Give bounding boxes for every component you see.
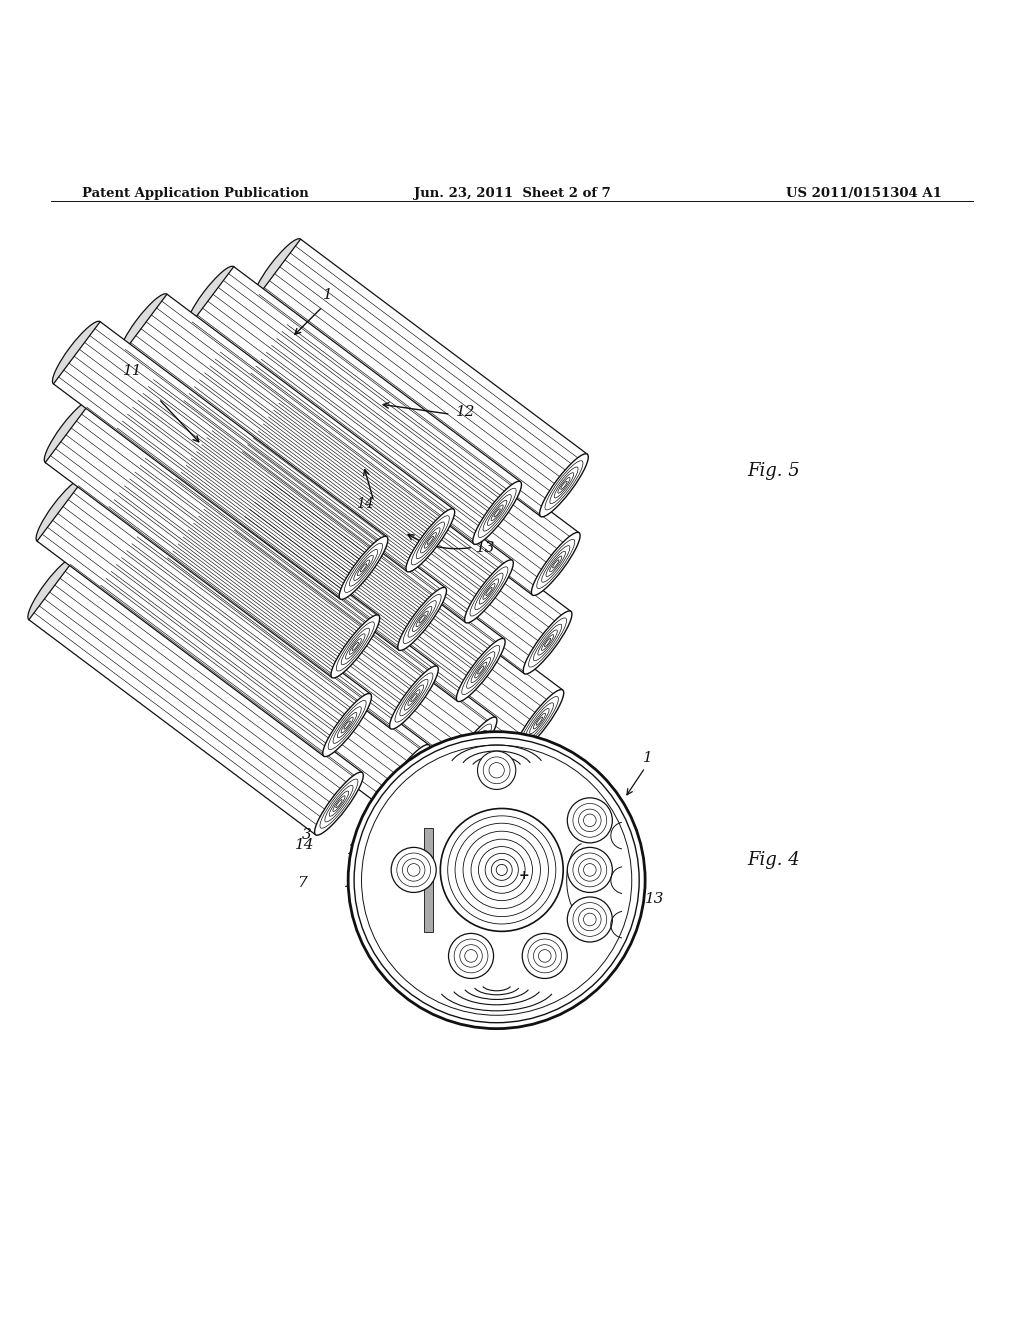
- Ellipse shape: [457, 639, 505, 702]
- Polygon shape: [179, 346, 512, 623]
- Polygon shape: [45, 400, 379, 677]
- Ellipse shape: [540, 454, 589, 517]
- Circle shape: [522, 933, 567, 978]
- Polygon shape: [120, 294, 454, 572]
- Text: 1: 1: [643, 751, 653, 766]
- Ellipse shape: [523, 611, 572, 675]
- Circle shape: [348, 731, 645, 1028]
- Ellipse shape: [381, 744, 430, 808]
- Ellipse shape: [28, 557, 77, 620]
- Ellipse shape: [397, 587, 446, 651]
- Ellipse shape: [531, 532, 581, 595]
- Text: 13: 13: [645, 892, 665, 906]
- Polygon shape: [254, 239, 588, 516]
- Ellipse shape: [36, 478, 85, 541]
- Polygon shape: [187, 267, 520, 544]
- Polygon shape: [112, 372, 445, 649]
- Text: 3: 3: [302, 828, 312, 842]
- Text: 12: 12: [456, 405, 475, 420]
- Ellipse shape: [170, 424, 218, 487]
- Ellipse shape: [339, 536, 388, 599]
- Circle shape: [477, 751, 516, 789]
- Ellipse shape: [111, 372, 160, 436]
- Text: Fig. 4: Fig. 4: [748, 850, 801, 869]
- Ellipse shape: [253, 239, 302, 302]
- Polygon shape: [53, 322, 387, 599]
- Text: 11: 11: [123, 364, 142, 379]
- Ellipse shape: [449, 717, 497, 780]
- Text: 13: 13: [476, 541, 496, 556]
- Polygon shape: [229, 475, 563, 752]
- Ellipse shape: [389, 667, 438, 729]
- Polygon shape: [163, 503, 496, 780]
- Ellipse shape: [323, 693, 372, 756]
- Circle shape: [449, 933, 494, 978]
- Polygon shape: [238, 396, 571, 673]
- Polygon shape: [103, 451, 437, 729]
- Text: Jun. 23, 2011  Sheet 2 of 7: Jun. 23, 2011 Sheet 2 of 7: [414, 187, 610, 199]
- Polygon shape: [171, 424, 504, 701]
- Text: Fig. 5: Fig. 5: [748, 462, 801, 479]
- Text: +: +: [519, 869, 529, 882]
- Text: 14: 14: [356, 498, 374, 511]
- Polygon shape: [29, 557, 362, 834]
- Circle shape: [567, 898, 612, 942]
- Ellipse shape: [515, 689, 564, 752]
- Ellipse shape: [314, 772, 364, 836]
- Ellipse shape: [465, 560, 513, 623]
- Ellipse shape: [162, 502, 210, 565]
- Circle shape: [567, 847, 612, 892]
- Ellipse shape: [186, 267, 234, 330]
- Text: 7: 7: [297, 876, 307, 890]
- Ellipse shape: [406, 508, 455, 572]
- Ellipse shape: [52, 321, 101, 384]
- Ellipse shape: [44, 400, 93, 463]
- Text: Patent Application Publication: Patent Application Publication: [82, 187, 308, 199]
- Ellipse shape: [228, 474, 278, 537]
- Ellipse shape: [473, 482, 521, 544]
- Ellipse shape: [102, 451, 152, 513]
- Ellipse shape: [237, 396, 286, 459]
- Polygon shape: [95, 529, 429, 808]
- Circle shape: [440, 808, 563, 932]
- Text: 14: 14: [295, 838, 314, 853]
- Polygon shape: [424, 828, 433, 932]
- Text: US 2011/0151304 A1: US 2011/0151304 A1: [786, 187, 942, 199]
- Ellipse shape: [94, 529, 143, 593]
- Ellipse shape: [331, 615, 380, 678]
- Circle shape: [391, 847, 436, 892]
- Ellipse shape: [119, 294, 168, 356]
- Circle shape: [567, 797, 612, 843]
- Ellipse shape: [245, 317, 294, 380]
- Ellipse shape: [178, 345, 226, 408]
- Polygon shape: [37, 479, 371, 756]
- Text: 1: 1: [323, 288, 333, 301]
- Polygon shape: [246, 318, 580, 595]
